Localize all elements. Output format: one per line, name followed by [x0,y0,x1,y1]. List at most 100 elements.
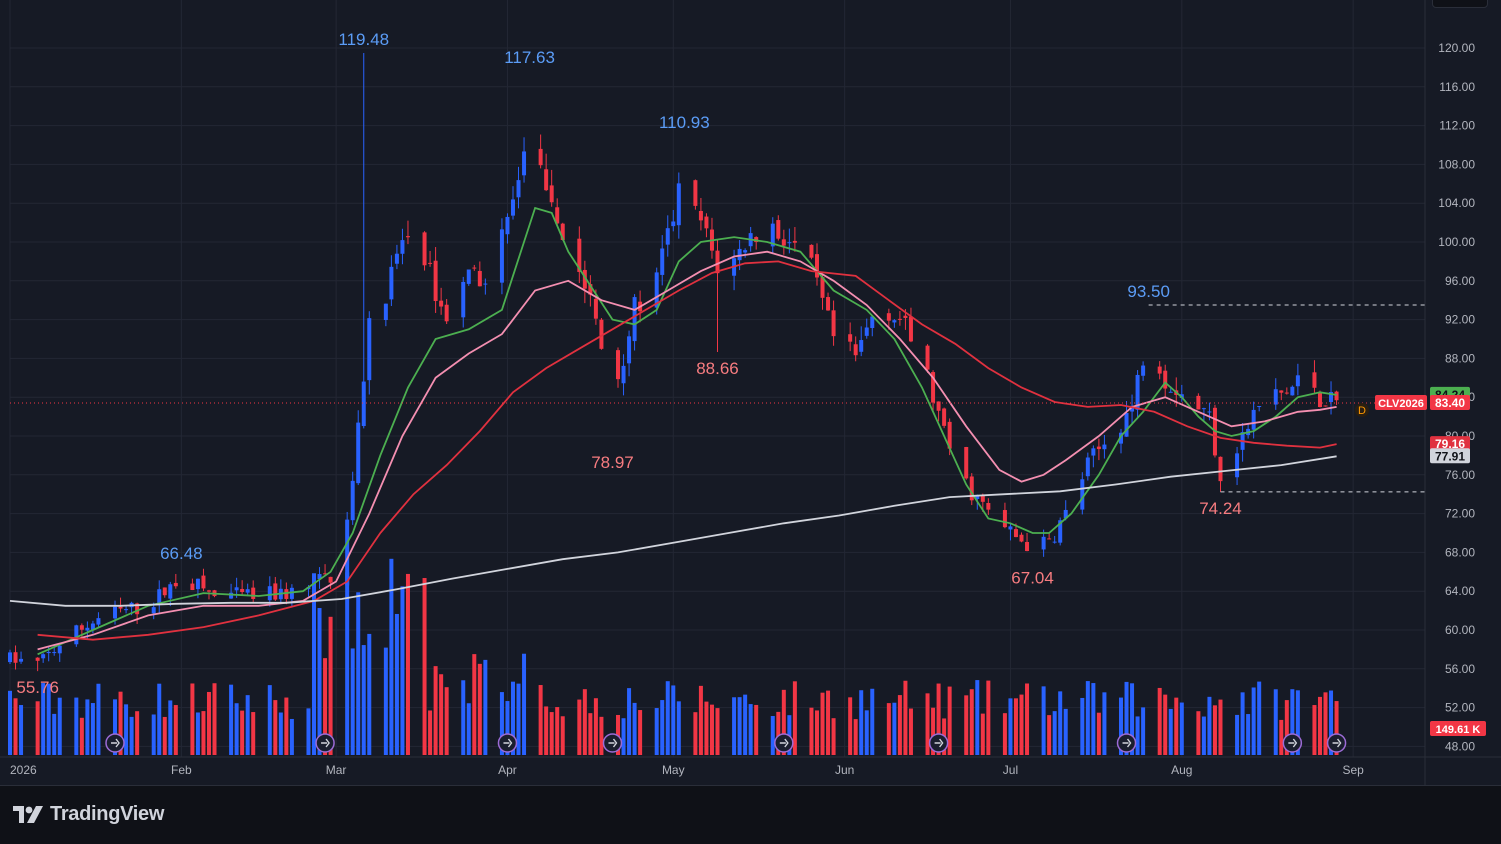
candle-body [1163,370,1168,389]
candle-body [1323,405,1328,407]
volume-bar [1047,715,1052,755]
candlestick-chart[interactable]: 119.48 117.63 110.93 66.48 93.50 55.76 78.97 88… [0,0,1501,785]
volume-bar [135,711,140,755]
volume-bar [118,691,123,755]
volume-bar [820,692,825,755]
volume-bar [405,573,410,755]
price-extreme-label: 88.66 [696,359,739,378]
volume-bar [947,686,952,755]
candle-body [461,281,466,318]
volume-bar [113,699,118,755]
moving-average-line [9,455,1337,607]
candle-body [1295,375,1300,387]
candle-body [323,573,328,575]
volume-bar [931,707,936,755]
candle-body [195,578,200,590]
volume-bar [748,704,753,755]
candle-body [621,365,626,384]
volume-bar [422,578,427,755]
candle-body [510,199,515,216]
arrow-icon [1288,738,1298,748]
candle-body [942,408,947,426]
volume-bar [206,691,211,755]
candle-body [444,304,449,322]
candle-body [317,574,322,580]
arrow-icon [608,738,618,748]
candle-body [505,216,510,235]
volume-bar [1240,692,1245,755]
volume-bar [1058,691,1063,755]
volume-bar [317,608,322,755]
candle-body [831,310,836,337]
candle-body [1312,372,1317,388]
candle-body [135,603,140,615]
candle-body [190,583,195,591]
price-axis-tick: 100.00 [1438,235,1475,249]
candle-body [864,327,869,336]
volume-bar [770,716,775,755]
candle-body [433,260,438,302]
volume-bar [1141,707,1146,755]
candle-body [776,220,781,239]
volume-badge [1430,721,1486,736]
candle-body [593,298,598,319]
volume-bar [1290,689,1295,755]
volume-bar [1002,713,1007,755]
candle-body [124,609,129,611]
candle-body [35,657,40,661]
interval-badge: D [1358,405,1366,417]
arrow-icon [321,738,330,748]
candle-body [853,344,858,356]
candle-body [1235,453,1240,478]
candle-body [1008,526,1013,530]
candle-body [1096,446,1101,450]
candle-body [544,169,549,191]
volume-bar [428,710,433,755]
volume-bar [870,688,875,755]
volume-bar [627,688,632,755]
candle-body [52,652,57,654]
candle-body [1168,391,1173,393]
candle-body [483,283,488,285]
chart-area[interactable]: 119.48 117.63 110.93 66.48 93.50 55.76 78.97 88… [0,0,1501,786]
volume-bar [1052,711,1057,755]
price-extreme-label: 74.24 [1199,499,1242,518]
candle-body [1052,541,1057,543]
volume-bar [173,705,178,755]
volume-bar [190,683,195,755]
candle-body [814,254,819,278]
volume-bar [383,647,388,755]
volume-bar [1257,681,1262,755]
volume-bar [864,710,869,755]
price-axis-badge-text: 77.91 [1435,449,1465,463]
volume-bar [8,690,12,755]
candle-body [698,210,703,221]
candle-body [8,652,12,663]
candle-body [96,618,101,625]
volume-bar [522,653,527,755]
volume-bar [1212,705,1217,755]
candle-body [665,228,670,245]
volume-bar [549,712,554,755]
price-extreme-label: 67.04 [1011,569,1054,588]
volume-bar [1124,681,1129,755]
volume-bar [560,716,565,755]
candle-body [439,300,444,307]
volume-bar [781,689,786,755]
candle-body [1141,365,1146,376]
tradingview-logo[interactable]: TradingView [12,800,164,828]
chart-settings-button[interactable] [1432,0,1488,8]
moving-average-line [37,250,1337,651]
candle-body [499,229,504,283]
volume-bar [621,718,626,755]
volume-bar [980,713,985,755]
price-axis-badge [1430,448,1470,464]
volume-bar [499,692,504,755]
volume-bar [1329,690,1334,755]
volume-bar [638,710,643,755]
time-axis-tick: Jun [835,763,854,777]
volume-bar [538,685,543,755]
price-extreme-label: 66.48 [160,544,203,563]
volume-bar [461,680,466,755]
volume-bar [593,698,598,755]
